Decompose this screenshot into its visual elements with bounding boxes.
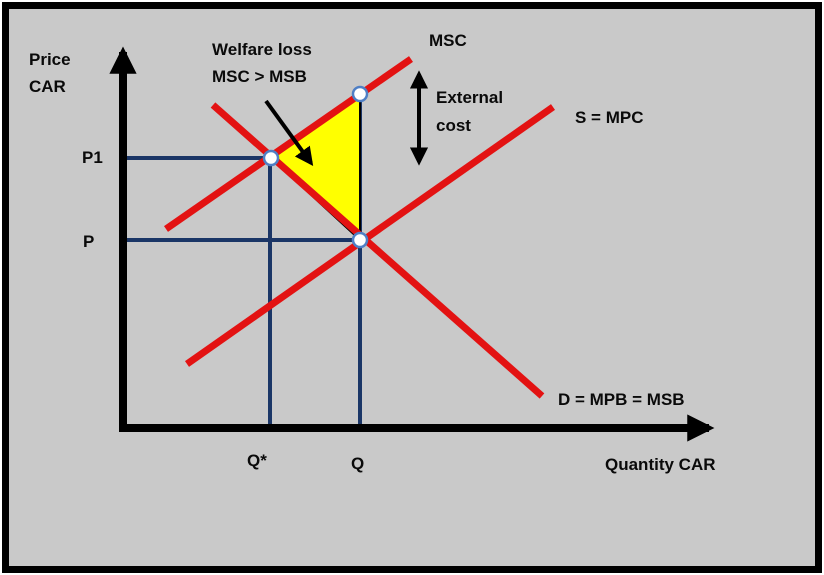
y-axis-label: Price CAR xyxy=(29,46,71,100)
y-axis-label-line2: CAR xyxy=(29,77,66,96)
demand-curve-label: D = MPB = MSB xyxy=(558,390,685,409)
external-cost-label-line1: External xyxy=(436,88,504,107)
msc-curve xyxy=(164,56,413,232)
msc-intersection-point xyxy=(351,85,369,103)
p1-price-label: P1 xyxy=(82,148,103,167)
equilibrium-point xyxy=(351,231,369,249)
external-cost-label-line2: cost xyxy=(436,116,471,135)
welfare-loss-label-line1: Welfare loss xyxy=(212,40,312,59)
welfare-arrow xyxy=(264,99,314,166)
x-axis-label: Quantity CAR xyxy=(605,455,716,474)
welfare-loss-label: Welfare loss MSC > MSB xyxy=(212,36,312,90)
p-price-label: P xyxy=(83,232,95,251)
external-cost-label: External cost xyxy=(436,84,503,140)
qstar-quantity-label: Q* xyxy=(247,451,267,470)
y-axis-label-line1: Price xyxy=(29,50,71,69)
mpc-curve-label: S = MPC xyxy=(575,108,644,127)
q-quantity-label: Q xyxy=(351,454,365,473)
welfare-loss-label-line2: MSC > MSB xyxy=(212,67,307,86)
mpc-curve xyxy=(184,104,556,367)
msc-curve-label: MSC xyxy=(429,31,467,50)
social-optimum-point xyxy=(262,149,280,167)
